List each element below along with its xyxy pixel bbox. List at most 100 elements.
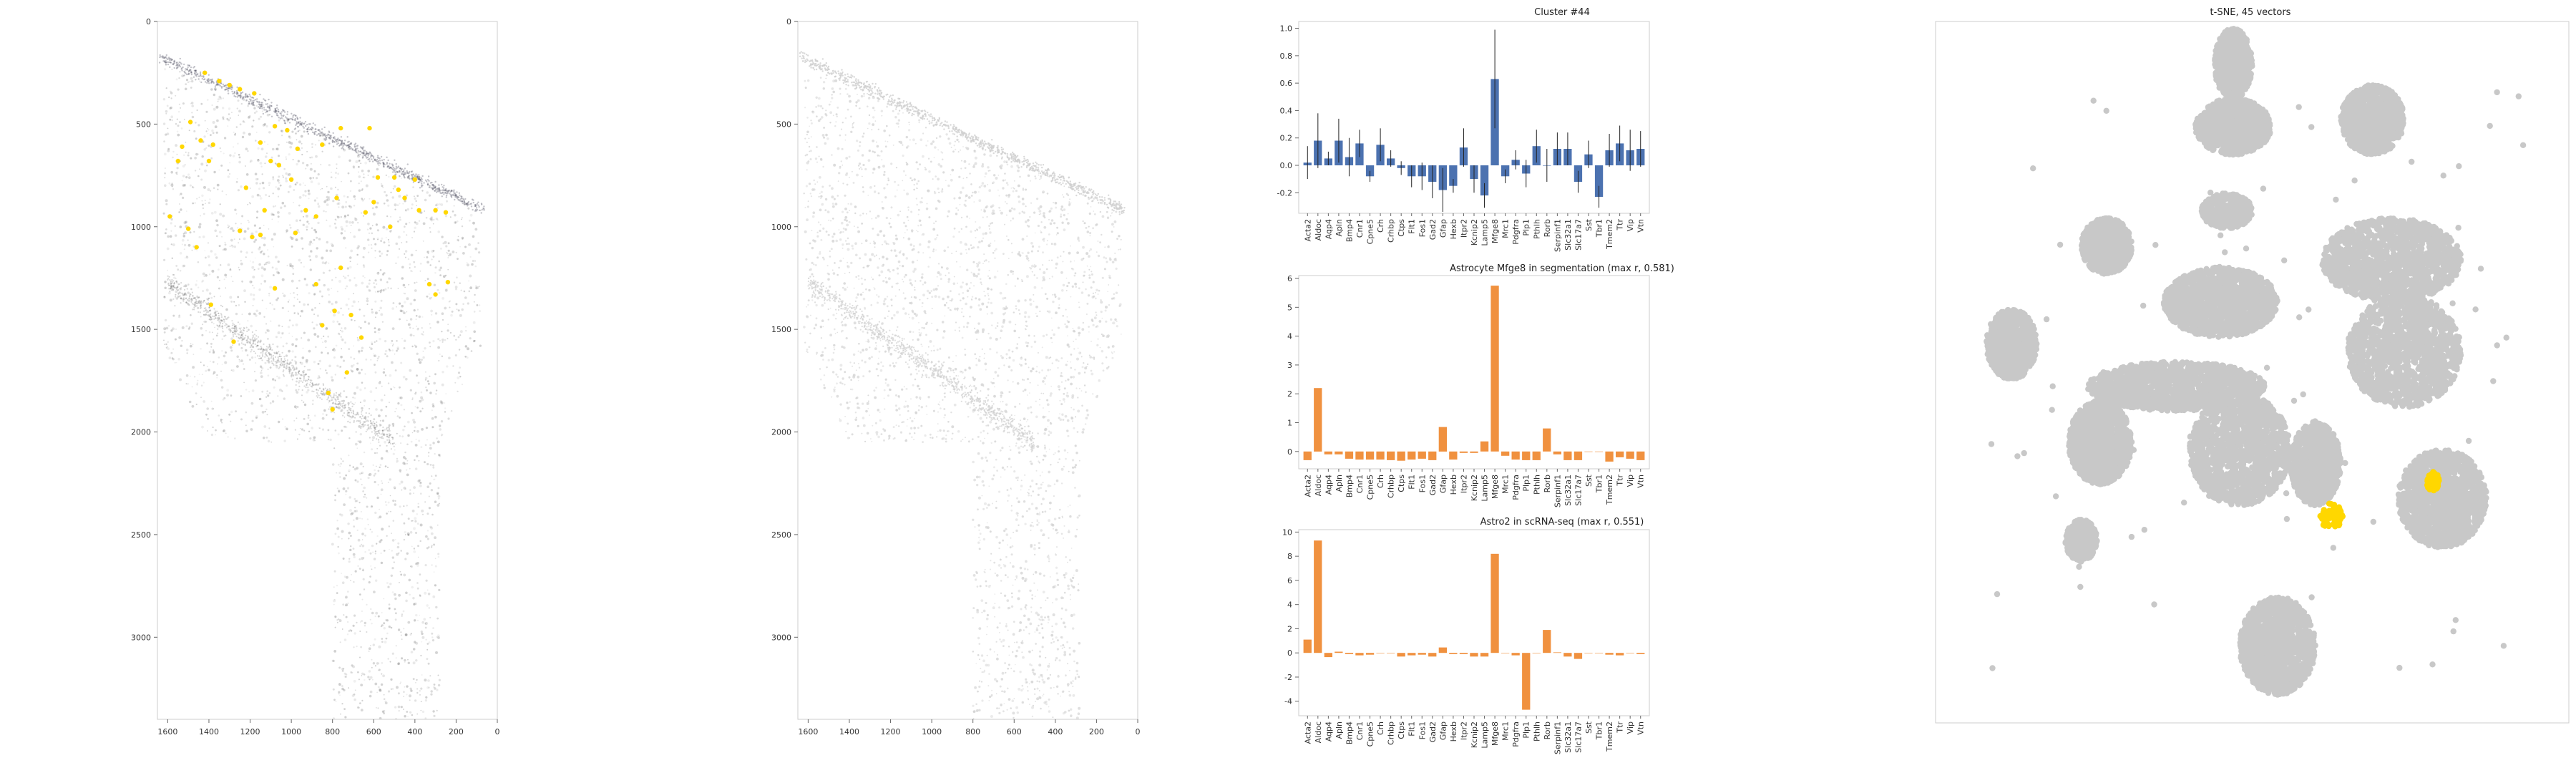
tissue-dot: [1090, 206, 1092, 208]
tissue-dot: [337, 172, 340, 175]
tissue-dot: [364, 679, 366, 681]
tissue-dot: [397, 705, 401, 709]
tissue-band-dot: [218, 316, 220, 319]
tissue-dot: [341, 348, 343, 350]
tissue-dot: [164, 281, 167, 283]
tissue-edge-dot: [181, 69, 183, 72]
highlight-point: [426, 281, 432, 287]
tissue-dot: [412, 597, 415, 600]
axes-frame-left: [157, 21, 498, 720]
tissue-band-dot: [260, 339, 262, 341]
tissue-dot: [479, 209, 482, 212]
tissue-dot: [419, 595, 421, 597]
tissue-dot: [376, 452, 378, 454]
tissue-dot: [1062, 180, 1064, 182]
tissue-edge-dot: [287, 119, 289, 121]
tissue-dot: [416, 429, 419, 433]
tissue-edge-dot: [482, 207, 484, 210]
tissue-dot: [361, 281, 364, 285]
tissue-band-dot: [323, 392, 325, 394]
tissue-dot: [454, 214, 457, 217]
tissue-dot: [310, 162, 312, 165]
tissue-dot: [369, 676, 373, 679]
tissue-band-dot: [327, 397, 329, 399]
tissue-edge-dot: [263, 99, 266, 102]
tissue-dot: [351, 694, 355, 697]
tissue-band-dot: [241, 334, 243, 336]
tissue-dot: [399, 302, 401, 305]
highlight-point: [252, 91, 257, 96]
tissue-dot: [998, 541, 1001, 544]
tissue-band-dot: [252, 334, 254, 336]
tissue-band-dot: [249, 341, 252, 343]
tissue-dot: [952, 282, 956, 286]
tissue-dot: [356, 386, 359, 389]
tissue-band-dot: [340, 392, 342, 394]
tissue-dot: [434, 373, 436, 376]
tissue-edge-dot: [402, 170, 404, 173]
tissue-dot: [945, 274, 947, 276]
tissue-dot: [192, 366, 195, 369]
tissue-dot: [214, 229, 218, 233]
tissue-dot: [420, 391, 423, 394]
tissue-dot: [404, 253, 406, 255]
tissue-band-dot: [374, 428, 376, 430]
tissue-dot: [332, 320, 335, 324]
tissue-band-dot: [197, 296, 200, 298]
tissue-dot: [272, 178, 275, 180]
tissue-dot: [449, 331, 452, 334]
tissue-dot: [363, 451, 366, 454]
tissue-edge-dot: [333, 137, 336, 140]
tissue-edge-dot: [187, 70, 190, 72]
tissue-dot: [282, 118, 284, 120]
tissue-dot: [170, 183, 174, 187]
tissue-dot: [361, 189, 363, 191]
tissue-dot: [262, 124, 265, 127]
tissue-dot: [204, 169, 207, 172]
tissue-edge-dot: [383, 158, 385, 161]
highlight-point: [206, 158, 212, 164]
tissue-dot: [356, 362, 358, 365]
tissue-dot: [416, 713, 418, 715]
tissue-dot: [416, 679, 418, 681]
tissue-dot: [196, 250, 198, 252]
tissue-dot: [263, 243, 266, 247]
tissue-dot: [469, 274, 472, 278]
tissue-edge-dot: [244, 96, 247, 99]
tissue-dot: [331, 279, 333, 281]
tissue-band-dot: [377, 434, 379, 437]
tissue-dot: [394, 618, 397, 621]
tissue-band-dot: [379, 419, 382, 422]
tissue-dot: [165, 232, 167, 235]
tissue-edge-dot: [275, 110, 277, 112]
tissue-dot: [421, 641, 423, 643]
tissue-dot: [314, 346, 317, 349]
tissue-dot: [446, 200, 448, 203]
tissue-dot: [296, 131, 298, 133]
tissue-band-dot: [274, 356, 277, 358]
tissue-dot: [414, 266, 416, 268]
tissue-dot: [454, 286, 458, 288]
tissue-band-dot: [322, 383, 324, 385]
tissue-dot: [343, 215, 347, 218]
tissue-dot: [819, 118, 821, 120]
tissue-dot: [317, 377, 319, 379]
tissue-dot: [237, 189, 240, 192]
tissue-dot: [400, 631, 402, 633]
tissue-dot: [270, 214, 273, 216]
tissue-band-dot: [255, 335, 258, 337]
tissue-dot: [345, 676, 347, 678]
tissue-edge-dot: [429, 182, 432, 184]
tissue-edge-dot: [329, 135, 332, 137]
tissue-edge-dot: [262, 104, 264, 106]
tissue-dot: [215, 434, 216, 436]
tissue-band-dot: [225, 323, 227, 325]
tissue-dot: [343, 575, 346, 578]
tissue-dot: [187, 173, 190, 176]
tissue-dot: [247, 203, 249, 205]
tissue-band-dot: [364, 417, 366, 419]
tissue-dot: [1107, 346, 1110, 349]
tissue-edge-dot: [460, 195, 462, 198]
tissue-dot: [342, 314, 344, 316]
tissue-edge-dot: [466, 203, 468, 205]
